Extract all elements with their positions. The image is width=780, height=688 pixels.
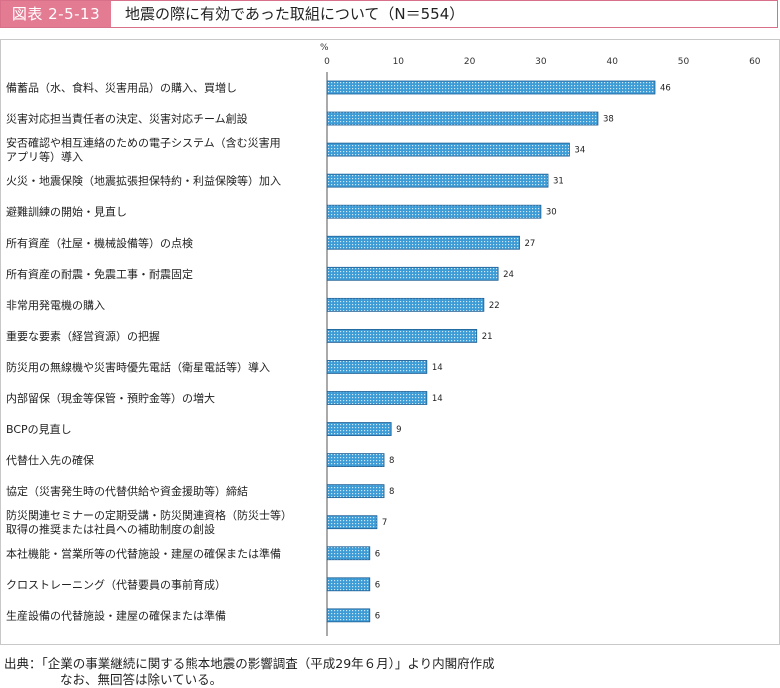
x-tick-label: 50 [678,57,690,67]
bar-chart: % 0 10 20 30 40 50 60 46 備蓄品（水、食料、災害用品）の購入、買増し 38… [6,43,761,636]
unit-label: % [320,43,329,53]
chart-frame: % 0 10 20 30 40 50 60 46 備蓄品（水、食料、災害用品）の購入、買増し 38… [0,39,780,645]
data-label: 6 [375,611,380,621]
data-label: 6 [375,580,380,590]
bar [326,111,599,126]
x-tick-label: 0 [324,57,330,67]
bar [326,266,499,281]
data-label: 14 [432,394,443,404]
x-tick-label: 10 [393,57,405,67]
bar [326,297,485,312]
data-label: 38 [603,115,614,125]
data-label: 27 [525,239,536,249]
category-label: 取得の推奨または社員への補助制度の創設 [6,522,215,536]
data-label: 7 [382,518,387,528]
bar [326,235,520,250]
category-label: 所有資産の耐震・免震工事・耐震固定 [6,267,193,281]
category-label: 生産設備の代替施設・建屋の確保または準備 [6,608,226,622]
data-label: 46 [660,84,671,94]
bar [326,484,385,499]
category-label: 備蓄品（水、食料、災害用品）の購入、買増し [6,81,237,95]
category-label: 避難訓練の開始・見直し [6,205,127,219]
category-label: 代替仕入先の確保 [6,453,94,467]
data-label: 21 [482,332,493,342]
data-label: 14 [432,363,443,373]
category-label: 内部留保（現金等保管・預貯金等）の増大 [6,391,215,405]
category-label: 協定（災害発生時の代替供給や資金援助等）締結 [6,484,248,498]
category-label: 防災用の無線機や災害時優先電話（衛星電話等）導入 [6,360,270,374]
bar [326,515,378,530]
bar [326,142,570,157]
bar [326,80,656,95]
category-label: 本社機能・営業所等の代替施設・建屋の確保または準備 [6,546,281,560]
data-label: 24 [503,270,514,280]
category-label: アプリ等）導入 [6,150,83,164]
source-note-continued: なお、無回答は除いている。 [60,672,223,687]
data-label: 8 [389,487,394,497]
category-label: 所有資産（社屋・機械設備等）の点検 [6,236,193,250]
bar [326,546,371,561]
category-label: 火災・地震保険（地震拡張担保特約・利益保険等）加入 [6,174,281,188]
data-label: 22 [489,301,500,311]
data-label: 9 [396,425,401,435]
x-tick-label: 20 [464,57,476,67]
category-label: 防災関連セミナーの定期受講・防災関連資格（防災士等） [6,508,292,522]
x-tick-label: 60 [749,57,761,67]
bar [326,360,428,374]
category-label: 非常用発電機の購入 [6,298,105,312]
bar [326,608,371,623]
category-label: クロストレーニング（代替要員の事前育成） [6,577,226,591]
category-label: 重要な要素（経営資源）の把握 [6,329,160,343]
bar [326,577,371,592]
data-label: 31 [553,177,564,187]
figure-label: 図表 2-5-13 [1,1,111,27]
figure-title: 地震の際に有効であった取組について（N＝554） [125,5,465,23]
source-note: 出典：「企業の事業継続に関する熊本地震の影響調査（平成29年６月）」より内閣府作… [4,656,495,671]
bar [326,453,385,468]
bar [326,204,542,219]
data-label: 6 [375,549,380,559]
category-label: 安否確認や相互連絡のための電子システム（含む災害用 [6,136,281,150]
bar [326,173,549,188]
x-tick-label: 30 [535,57,547,67]
category-label: BCPの見直し [6,422,72,436]
bar [326,422,392,436]
category-label: 災害対応担当責任者の決定、災害対応チーム創設 [6,112,248,126]
bar [326,391,428,405]
data-label: 30 [546,208,557,218]
data-label: 8 [389,456,394,466]
x-tick-label: 40 [606,57,618,67]
data-label: 34 [574,146,585,156]
bar [326,328,478,343]
figure-header: 図表 2-5-13 地震の際に有効であった取組について（N＝554） [0,0,778,28]
